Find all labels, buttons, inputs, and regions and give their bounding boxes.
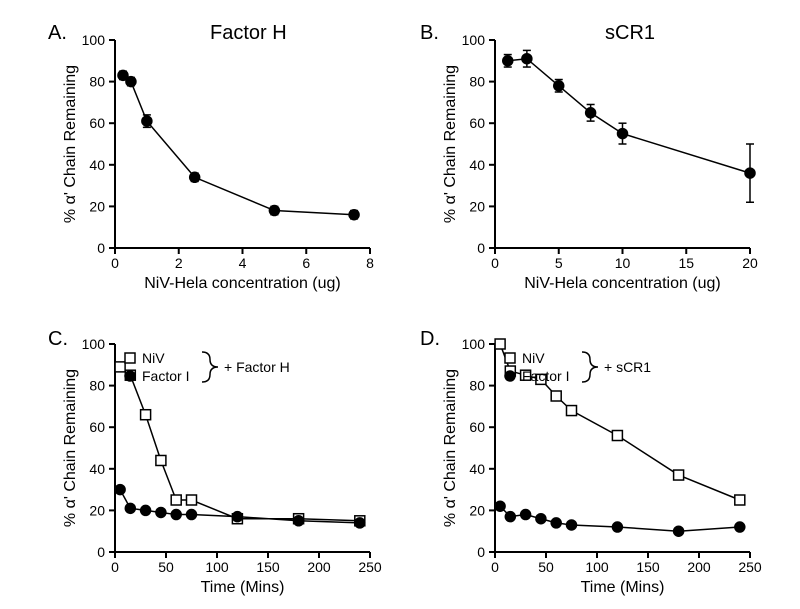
svg-text:100: 100 — [585, 559, 609, 575]
svg-text:80: 80 — [469, 378, 485, 394]
panel-letter-d: D. — [420, 328, 440, 351]
svg-text:0: 0 — [477, 544, 485, 560]
svg-text:150: 150 — [256, 559, 280, 575]
svg-text:40: 40 — [89, 461, 105, 477]
svg-text:+ sCR1: + sCR1 — [604, 359, 651, 375]
svg-text:100: 100 — [82, 336, 106, 352]
svg-text:6: 6 — [302, 255, 310, 271]
svg-text:60: 60 — [89, 115, 105, 131]
svg-text:5: 5 — [555, 255, 563, 271]
svg-text:100: 100 — [82, 32, 106, 48]
svg-text:0: 0 — [97, 240, 105, 256]
svg-text:60: 60 — [469, 115, 485, 131]
svg-text:0: 0 — [97, 544, 105, 560]
svg-text:NiV: NiV — [142, 350, 165, 366]
svg-text:40: 40 — [469, 157, 485, 173]
panel-letter-b: B. — [420, 22, 439, 45]
svg-text:% α' Chain Remaining: % α' Chain Remaining — [442, 65, 459, 223]
svg-text:150: 150 — [636, 559, 660, 575]
svg-text:NiV-Hela concentration (ug): NiV-Hela concentration (ug) — [524, 275, 721, 292]
svg-text:0: 0 — [477, 240, 485, 256]
svg-text:0: 0 — [111, 255, 119, 271]
svg-text:80: 80 — [89, 378, 105, 394]
svg-text:100: 100 — [462, 336, 486, 352]
panel-b-chart: 0 5 10 15 20 0 20 40 60 80 100 NiV-Hela concentrati… — [440, 28, 770, 298]
figure-root: A. Factor H B. sCR1 C. D. 02468020406080… — [0, 0, 800, 609]
svg-text:200: 200 — [307, 559, 331, 575]
svg-text:40: 40 — [89, 157, 105, 173]
svg-text:NiV-Hela concentration (ug): NiV-Hela concentration (ug) — [144, 275, 341, 292]
svg-text:250: 250 — [738, 559, 762, 575]
svg-text:40: 40 — [469, 461, 485, 477]
svg-text:60: 60 — [89, 419, 105, 435]
svg-text:250: 250 — [358, 559, 382, 575]
svg-text:+ Factor H: + Factor H — [224, 359, 290, 375]
svg-text:100: 100 — [205, 559, 229, 575]
svg-text:200: 200 — [687, 559, 711, 575]
panel-a-chart: 02468020406080100NiV-Hela concentration … — [60, 28, 390, 298]
svg-text:10: 10 — [615, 255, 631, 271]
svg-text:Factor I: Factor I — [522, 368, 569, 384]
svg-text:80: 80 — [469, 74, 485, 90]
svg-text:0: 0 — [491, 559, 499, 575]
svg-text:0: 0 — [491, 255, 499, 271]
svg-text:% α' Chain Remaining: % α' Chain Remaining — [62, 369, 79, 527]
svg-text:% α' Chain Remaining: % α' Chain Remaining — [442, 369, 459, 527]
svg-text:0: 0 — [111, 559, 119, 575]
svg-text:50: 50 — [538, 559, 554, 575]
svg-text:Factor I: Factor I — [142, 368, 189, 384]
svg-text:50: 50 — [158, 559, 174, 575]
svg-text:2: 2 — [175, 255, 183, 271]
svg-text:NiV: NiV — [522, 350, 545, 366]
svg-text:20: 20 — [89, 198, 105, 214]
svg-text:20: 20 — [742, 255, 758, 271]
svg-text:20: 20 — [469, 198, 485, 214]
svg-text:Time (Mins): Time (Mins) — [201, 579, 285, 596]
svg-text:% α' Chain Remaining: % α' Chain Remaining — [62, 65, 79, 223]
svg-text:60: 60 — [469, 419, 485, 435]
svg-text:20: 20 — [469, 502, 485, 518]
svg-text:100: 100 — [462, 32, 486, 48]
svg-text:4: 4 — [239, 255, 247, 271]
panel-c-chart: 0 50 100 150 200 250 0 20 40 60 80 100 Time (Mins) % … — [60, 332, 390, 602]
svg-text:8: 8 — [366, 255, 374, 271]
svg-text:80: 80 — [89, 74, 105, 90]
panel-d-chart: 0 50 100 150 200 250 0 20 40 60 80 100 Time (Mins) % … — [440, 332, 770, 602]
svg-text:20: 20 — [89, 502, 105, 518]
svg-text:15: 15 — [678, 255, 694, 271]
svg-text:Time (Mins): Time (Mins) — [581, 579, 665, 596]
